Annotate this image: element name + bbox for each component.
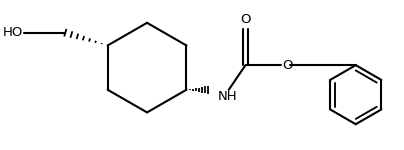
Text: O: O <box>282 59 292 72</box>
Text: O: O <box>240 13 251 26</box>
Text: HO: HO <box>3 26 23 39</box>
Text: NH: NH <box>218 90 238 103</box>
